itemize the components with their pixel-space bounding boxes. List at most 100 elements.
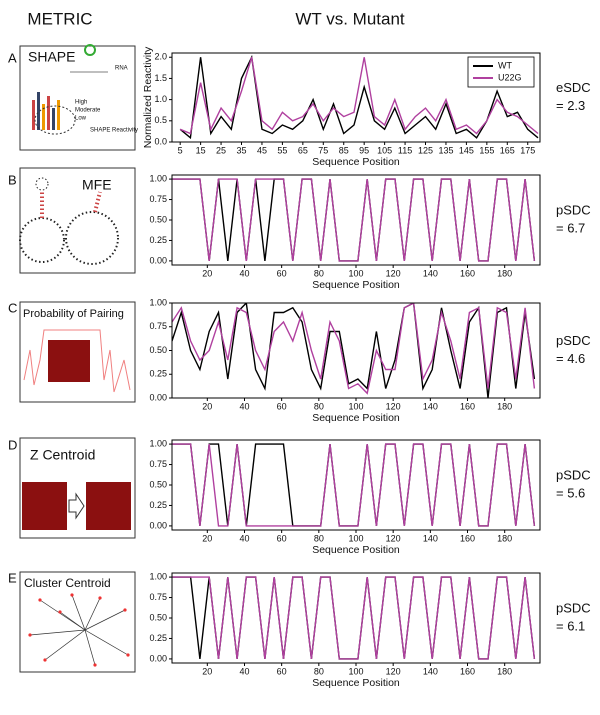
x-tick-label: 60 [277, 666, 287, 676]
score-name: pSDC [556, 600, 591, 615]
series-line [172, 178, 536, 262]
x-tick-label: 140 [423, 401, 438, 411]
y-tick-label: 2.0 [154, 52, 167, 62]
x-tick-label: 20 [202, 533, 212, 543]
y-tick-label: 1.00 [149, 297, 167, 307]
y-tick-label: 0.25 [149, 500, 167, 510]
y-tick-label: 0.50 [149, 612, 167, 622]
y-tick-label: 0.75 [149, 592, 167, 602]
x-tick-label: 180 [497, 666, 512, 676]
plot-frame [171, 439, 541, 531]
legend-label: U22G [498, 72, 522, 82]
icon [84, 44, 96, 56]
y-tick-label: 0.75 [149, 194, 167, 204]
x-tick-label: 80 [314, 533, 324, 543]
x-tick-label: 135 [438, 145, 453, 155]
x-tick-label: 155 [479, 145, 494, 155]
x-axis-label: Sequence Position [312, 677, 400, 689]
x-tick-label: 15 [196, 145, 206, 155]
cluster-illustration: Cluster Centroid [19, 571, 136, 673]
x-tick-label: 105 [377, 145, 392, 155]
x-axis-label: Sequence Position [312, 544, 400, 556]
x-axis-label: Sequence Position [312, 412, 400, 424]
x-tick-label: 80 [314, 666, 324, 676]
x-tick-label: 20 [202, 401, 212, 411]
x-tick-label: 85 [339, 145, 349, 155]
score-value: = 6.7 [556, 220, 585, 235]
plot-frame [171, 174, 541, 266]
series-line [172, 443, 536, 527]
shape-illustration: SHAPE RNA High Moderate Low SHAPE Reacti… [19, 44, 138, 151]
panel-letter: B [8, 172, 17, 187]
y-tick-label: 0.00 [149, 520, 167, 530]
y-tick-label: 0.75 [149, 459, 167, 469]
y-tick-label: 0.50 [149, 345, 167, 355]
panel-letter: E [8, 570, 17, 585]
x-tick-label: 120 [386, 533, 401, 543]
x-tick-label: 80 [314, 268, 324, 278]
x-tick-label: 115 [398, 145, 412, 155]
x-tick-label: 25 [216, 145, 226, 155]
plot-frame [171, 52, 541, 143]
x-tick-label: 40 [239, 268, 249, 278]
y-tick-label: 0.5 [154, 115, 167, 125]
x-tick-label: 120 [386, 268, 401, 278]
loop [65, 211, 119, 265]
x-tick-label: 60 [277, 268, 287, 278]
loop [35, 177, 49, 191]
plot-frame [171, 572, 541, 664]
stem [93, 191, 102, 213]
x-tick-label: 160 [460, 401, 475, 411]
y-tick-label: 0.0 [154, 136, 167, 146]
illustration-label: RNA [115, 66, 128, 72]
x-tick-label: 65 [298, 145, 308, 155]
y-tick-label: 0.50 [149, 214, 167, 224]
x-tick-label: 40 [239, 666, 249, 676]
centroid-illustration: Z Centroid [19, 437, 136, 539]
metric-name: Cluster Centroid [24, 576, 111, 590]
x-tick-label: 100 [348, 666, 363, 676]
illustration-label: SHAPE Reactivity [90, 128, 138, 134]
series-line [179, 54, 539, 140]
score-name: pSDC [556, 333, 591, 348]
rna-loop [34, 105, 76, 135]
x-tick-label: 20 [202, 666, 212, 676]
series-line [172, 303, 536, 398]
x-tick-label: 125 [418, 145, 433, 155]
score-value: = 4.6 [556, 351, 585, 366]
x-tick-label: 40 [239, 533, 249, 543]
x-tick-label: 80 [314, 401, 324, 411]
x-tick-label: 140 [423, 268, 438, 278]
x-tick-label: 35 [237, 145, 247, 155]
x-tick-label: 45 [257, 145, 267, 155]
legend-box [467, 56, 535, 88]
series-line [172, 178, 536, 262]
x-tick-label: 75 [318, 145, 328, 155]
x-tick-label: 140 [423, 533, 438, 543]
x-tick-label: 100 [348, 533, 363, 543]
dot-plot [22, 482, 67, 530]
score-value: = 2.3 [556, 98, 585, 113]
y-tick-label: 1.00 [149, 173, 167, 183]
illustration-label: Low [75, 116, 87, 122]
cluster-lines [29, 594, 129, 666]
x-axis-label: Sequence Position [312, 279, 400, 291]
x-tick-label: 55 [277, 145, 287, 155]
metric-name: SHAPE [28, 49, 75, 65]
y-tick-label: 1.00 [149, 438, 167, 448]
y-tick-label: 0.25 [149, 633, 167, 643]
illustration-label: Moderate [75, 108, 101, 114]
x-tick-label: 160 [460, 268, 475, 278]
mfe-illustration: MFE [19, 167, 136, 274]
panel-letter: C [8, 300, 17, 315]
arrow [68, 492, 85, 520]
x-tick-label: 180 [497, 401, 512, 411]
metric-name: Z Centroid [30, 447, 95, 463]
y-tick-label: 0.00 [149, 653, 167, 663]
score-value: = 5.6 [556, 485, 585, 500]
panel-letter: D [8, 437, 17, 452]
y-tick-label: 0.00 [149, 255, 167, 265]
dot-plot [86, 482, 131, 530]
loop [19, 217, 65, 263]
